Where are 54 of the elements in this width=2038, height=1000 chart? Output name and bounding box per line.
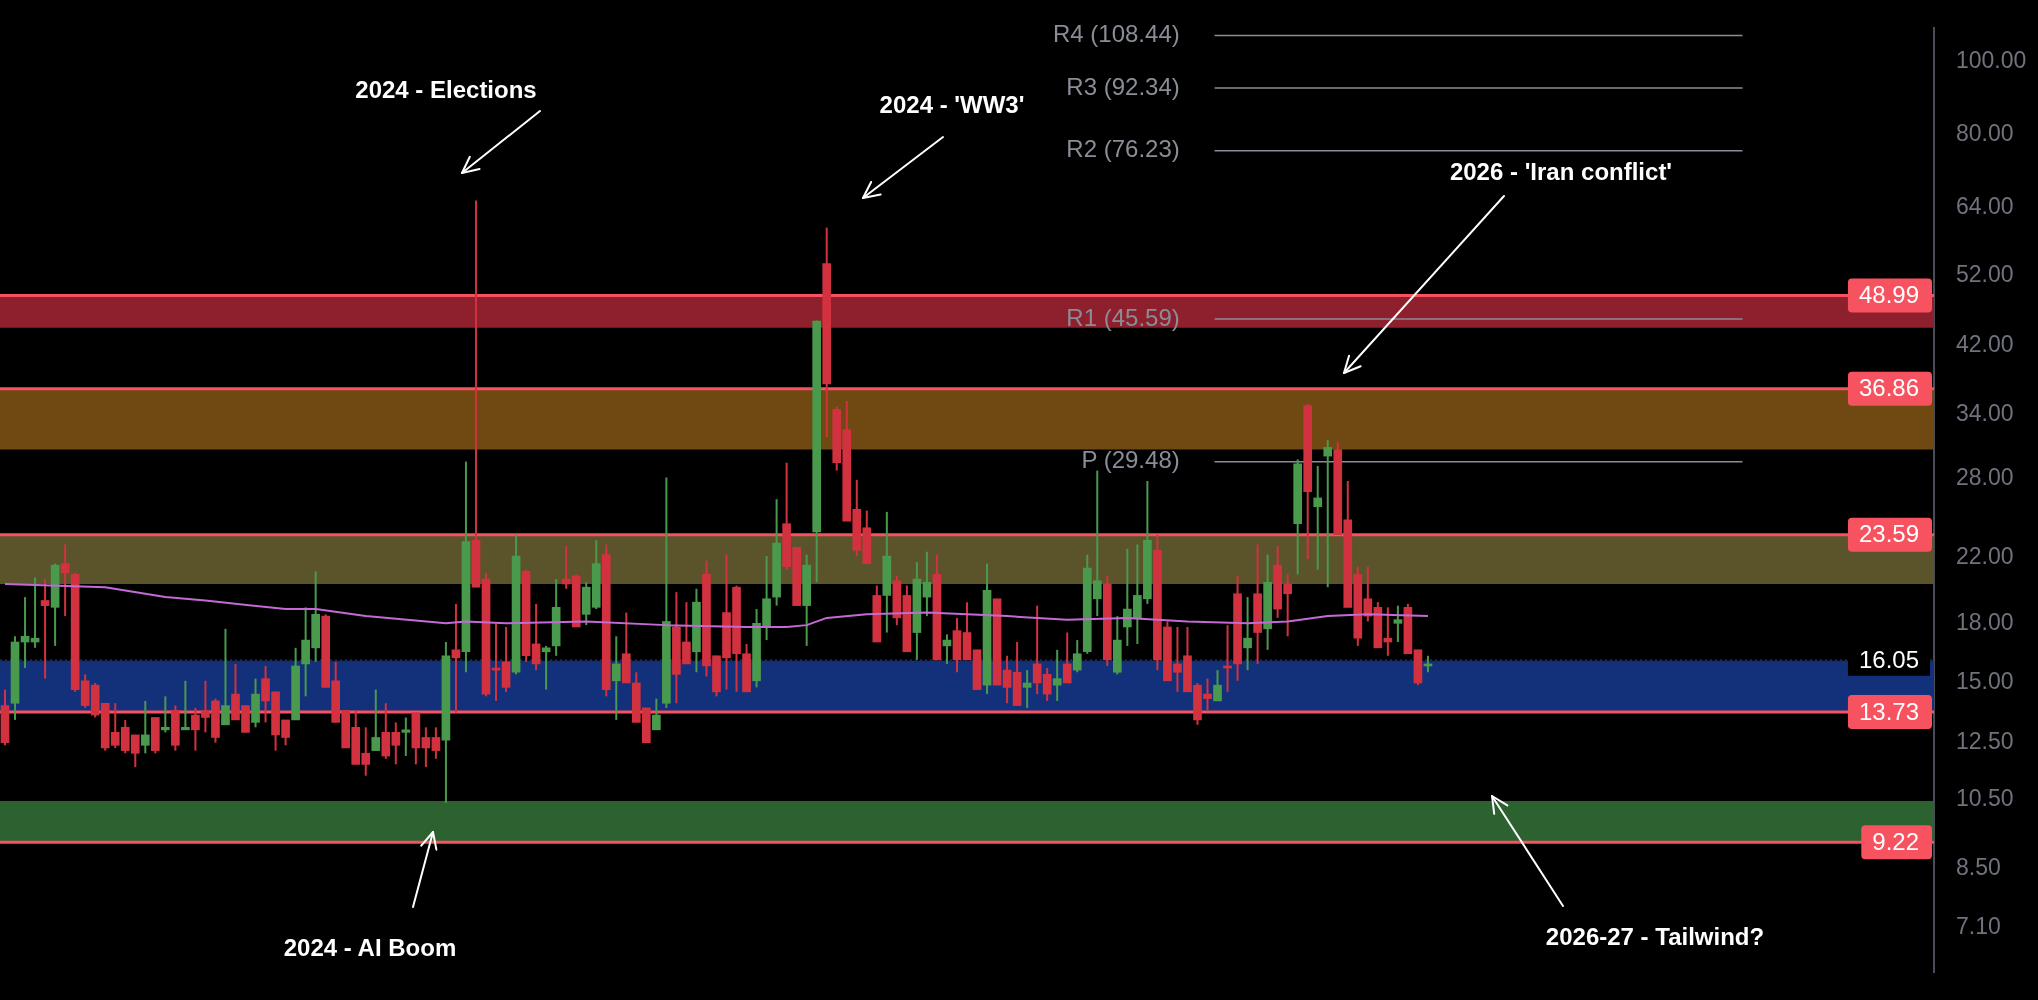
candlestick (221, 627, 230, 726)
y-tick-label: 80.00 (1956, 120, 2014, 147)
ref-line-label: 48.99 (1858, 281, 1919, 309)
candlestick (1323, 439, 1333, 589)
candlestick (1313, 465, 1323, 571)
candlestick (181, 679, 190, 731)
y-tick-label: 22.00 (1956, 542, 2014, 569)
candlestick (1072, 639, 1082, 674)
annotation: 2024 - Elections (355, 76, 537, 104)
ref-line-label: 23.59 (1858, 520, 1919, 548)
candlestick (371, 688, 381, 752)
y-tick-label: 52.00 (1956, 261, 2014, 288)
annotation: 2024 - 'WW3' (879, 91, 1025, 119)
y-tick-label: 64.00 (1956, 193, 2014, 220)
ref-line-label: R2 (76.23) (1066, 135, 1180, 163)
candlestick (611, 635, 621, 721)
candlestick (1243, 596, 1252, 672)
y-tick-label: 15.00 (1956, 668, 2014, 695)
ref-line-label: 13.73 (1858, 697, 1919, 725)
candlestick (431, 726, 441, 760)
ref-line-label: R3 (92.34) (1066, 72, 1180, 100)
candlestick (1393, 604, 1403, 644)
y-tick-label: 12.50 (1956, 728, 2014, 755)
ref-line-label: 9.22 (1872, 827, 1920, 855)
ref-line-label: P (29.48) (1081, 446, 1180, 474)
candlestick (451, 602, 461, 714)
candlestick (1062, 631, 1072, 684)
ref-line-label: 16.05 (1858, 646, 1919, 674)
candlestick (922, 550, 932, 618)
y-tick-label: 7.10 (1956, 913, 2001, 940)
candlestick (40, 578, 50, 680)
y-tick-label: 18.00 (1956, 608, 2014, 635)
ref-line-label: R1 (45.59) (1066, 303, 1180, 331)
annotation: 2026-27 - Tailwind? (1545, 923, 1765, 951)
y-tick-label: 42.00 (1956, 331, 2014, 358)
y-tick-label: 100.00 (1956, 47, 2027, 74)
candlestick (60, 543, 70, 618)
candlestick (1002, 654, 1012, 705)
candlestick (161, 695, 170, 734)
candlestick (421, 726, 431, 769)
ref-line-label: 36.86 (1858, 374, 1919, 402)
candlestick (1042, 667, 1052, 702)
annotation: 2026 - 'Iran conflict' (1449, 158, 1673, 186)
y-tick-label: 28.00 (1956, 464, 2014, 491)
candlestick (1052, 648, 1062, 702)
ref-line-label: R4 (108.44) (1052, 20, 1180, 48)
candlestick (1213, 669, 1222, 702)
annotation: 2024 - AI Boom (283, 934, 457, 962)
candlestick (140, 699, 150, 755)
y-tick-label: 34.00 (1956, 400, 2014, 427)
candlestick (652, 697, 661, 731)
y-tick-label: 8.50 (1956, 854, 2001, 881)
y-tick-label: 10.50 (1956, 785, 2014, 812)
candlestick (1022, 669, 1032, 709)
